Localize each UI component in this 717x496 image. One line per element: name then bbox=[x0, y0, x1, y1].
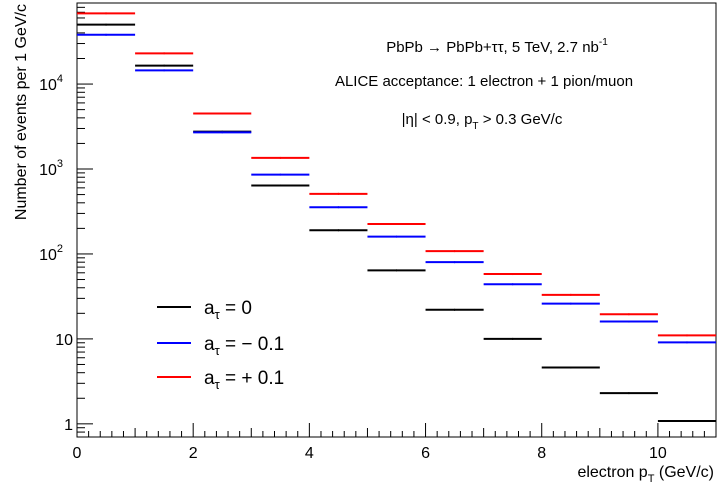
legend-label-main: a bbox=[204, 334, 215, 355]
plot-frame bbox=[76, 2, 717, 438]
y-tick-label-base: 10 bbox=[39, 77, 57, 94]
x-tick-label: 2 bbox=[189, 445, 198, 462]
x-axis-tick-labels: 0 2 4 6 8 10 bbox=[73, 445, 667, 462]
annotation-process: PbPb → PbPb+ττ, 5 TeV, 2.7 nb-1 bbox=[386, 37, 608, 56]
legend-label-main: a bbox=[204, 298, 215, 319]
legend-label-rest: = 0 bbox=[220, 298, 252, 319]
x-axis-label-unit: (GeV/c) bbox=[654, 464, 714, 481]
annotation-cuts-pre: |η| < 0.9, p bbox=[402, 111, 473, 128]
y-tick-label-base: 10 bbox=[39, 247, 57, 264]
legend-label-rest: = − 0.1 bbox=[220, 334, 284, 355]
y-tick-label: 104 bbox=[39, 73, 63, 94]
series-group bbox=[77, 33, 716, 344]
legend-label-sub: τ bbox=[215, 307, 221, 322]
y-axis-ticks bbox=[77, 2, 93, 438]
annotation-process-main: PbPb → PbPb+ττ, 5 TeV, 2.7 nb bbox=[386, 39, 599, 56]
x-tick-label: 0 bbox=[73, 445, 82, 462]
y-tick-label-exp: 3 bbox=[57, 158, 63, 170]
y-tick-label: 102 bbox=[39, 243, 63, 264]
annotation-process-sup: -1 bbox=[599, 37, 608, 48]
y-tick-label: 103 bbox=[39, 158, 63, 179]
plot-annotations: PbPb → PbPb+ττ, 5 TeV, 2.7 nb-1 ALICE ac… bbox=[335, 37, 633, 132]
annotation-cuts-sub: T bbox=[472, 121, 478, 132]
series-group bbox=[77, 12, 716, 337]
x-tick-label: 4 bbox=[305, 445, 314, 462]
y-tick-label: 1 bbox=[64, 417, 73, 434]
y-tick-label-base: 1 bbox=[64, 417, 73, 434]
y-tick-label-base: 10 bbox=[39, 162, 57, 179]
legend-label-main: a bbox=[204, 368, 215, 389]
annotation-cuts: |η| < 0.9, pT > 0.3 GeV/c bbox=[402, 111, 563, 132]
x-tick-label: 10 bbox=[649, 445, 667, 462]
legend-label-sub: τ bbox=[215, 343, 221, 358]
legend: aτ = 0aτ = − 0.1aτ = + 0.1 bbox=[157, 298, 284, 392]
x-tick-label: 8 bbox=[537, 445, 546, 462]
legend-label: aτ = − 0.1 bbox=[204, 334, 284, 358]
y-axis-label: Number of events per 1 GeV/c bbox=[13, 4, 30, 220]
annotation-cuts-post: > 0.3 GeV/c bbox=[479, 111, 563, 128]
x-axis-ticks bbox=[76, 423, 717, 437]
x-tick-label: 6 bbox=[421, 445, 430, 462]
histogram-series bbox=[77, 12, 716, 423]
legend-label: aτ = 0 bbox=[204, 298, 252, 322]
x-axis-label-sub: T bbox=[648, 473, 655, 485]
plot-border bbox=[76, 2, 717, 438]
legend-label-rest: = + 0.1 bbox=[220, 368, 284, 389]
y-tick-label-exp: 4 bbox=[57, 73, 63, 85]
y-tick-label: 10 bbox=[55, 332, 73, 349]
y-tick-label-exp: 2 bbox=[57, 243, 63, 255]
legend-label-sub: τ bbox=[215, 377, 221, 392]
x-axis-label-main: electron p bbox=[577, 464, 647, 481]
legend-label: aτ = + 0.1 bbox=[204, 368, 284, 392]
series-group bbox=[77, 23, 716, 423]
annotation-acceptance: ALICE acceptance: 1 electron + 1 pion/mu… bbox=[335, 73, 633, 90]
y-tick-label-base: 10 bbox=[55, 332, 73, 349]
x-axis-label: electron pT (GeV/c) bbox=[577, 464, 714, 485]
